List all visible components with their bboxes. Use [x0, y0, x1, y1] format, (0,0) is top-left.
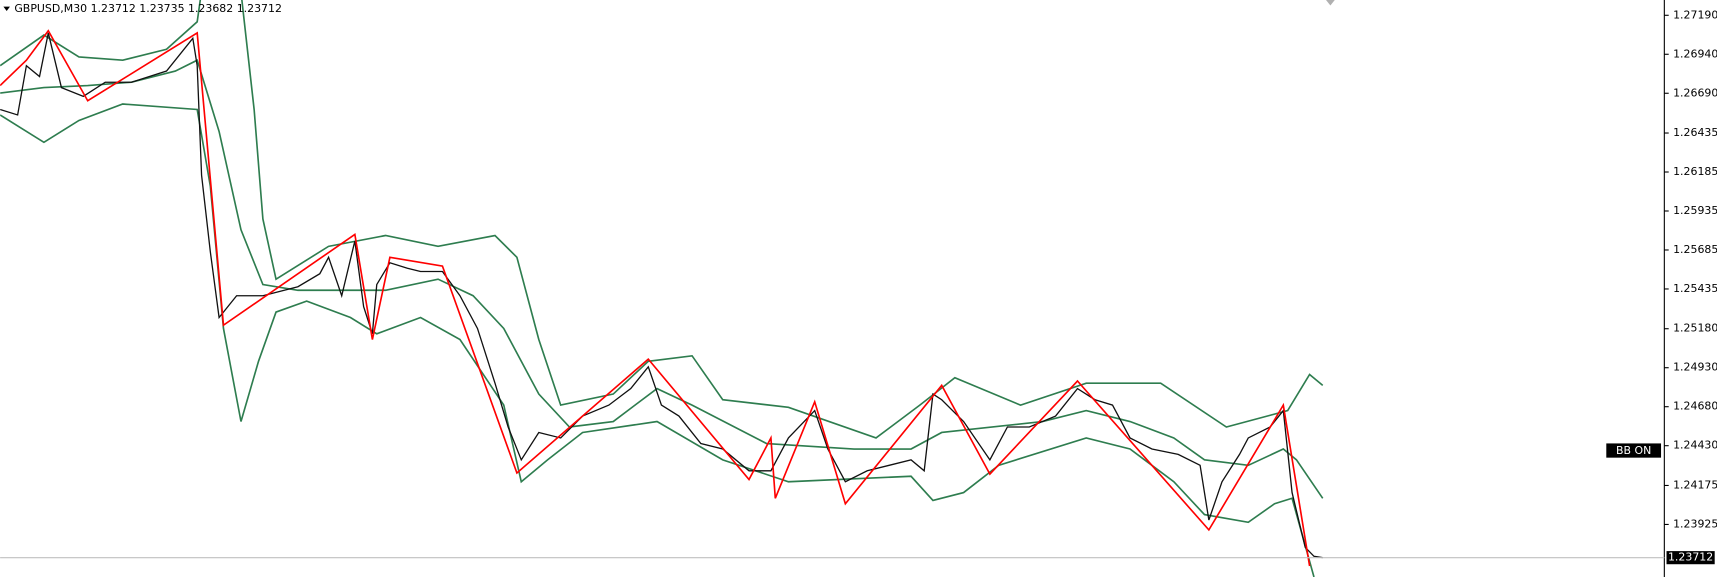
price-tag-label: 1.23712	[1668, 551, 1713, 564]
menu-arrow[interactable]	[3, 6, 10, 11]
y-tick-label: 1.24175	[1673, 478, 1717, 491]
price-tag	[1666, 551, 1715, 565]
series-line	[0, 29, 1311, 567]
y-tick-label: 1.25435	[1673, 282, 1717, 295]
badge-text: BB ON	[1616, 444, 1651, 457]
y-tick-label: 1.24430	[1673, 439, 1717, 452]
symbol-header: GBPUSD,M30 1.23712 1.23735 1.23682 1.237…	[14, 2, 282, 15]
y-tick-label: 1.24930	[1673, 361, 1717, 374]
y-tick-label: 1.26185	[1673, 165, 1717, 178]
shift-marker	[1326, 0, 1335, 6]
y-tick-label: 1.25180	[1673, 322, 1717, 335]
badge-group: BB ON	[1606, 443, 1662, 458]
y-tick-label: 1.26435	[1673, 126, 1717, 139]
badge-box	[1606, 443, 1662, 458]
series-line	[0, 32, 1323, 559]
y-tick-label: 1.26940	[1673, 47, 1717, 60]
y-tick-label: 1.23925	[1673, 517, 1717, 530]
y-tick-label: 1.26690	[1673, 86, 1717, 99]
y-tick-label: 1.27190	[1673, 8, 1717, 21]
y-tick-label: 1.24680	[1673, 400, 1717, 413]
y-tick-label: 1.25935	[1673, 204, 1717, 217]
series-line	[0, 0, 1324, 439]
plot-area	[0, 0, 1324, 577]
y-tick-label: 1.25685	[1673, 243, 1717, 256]
